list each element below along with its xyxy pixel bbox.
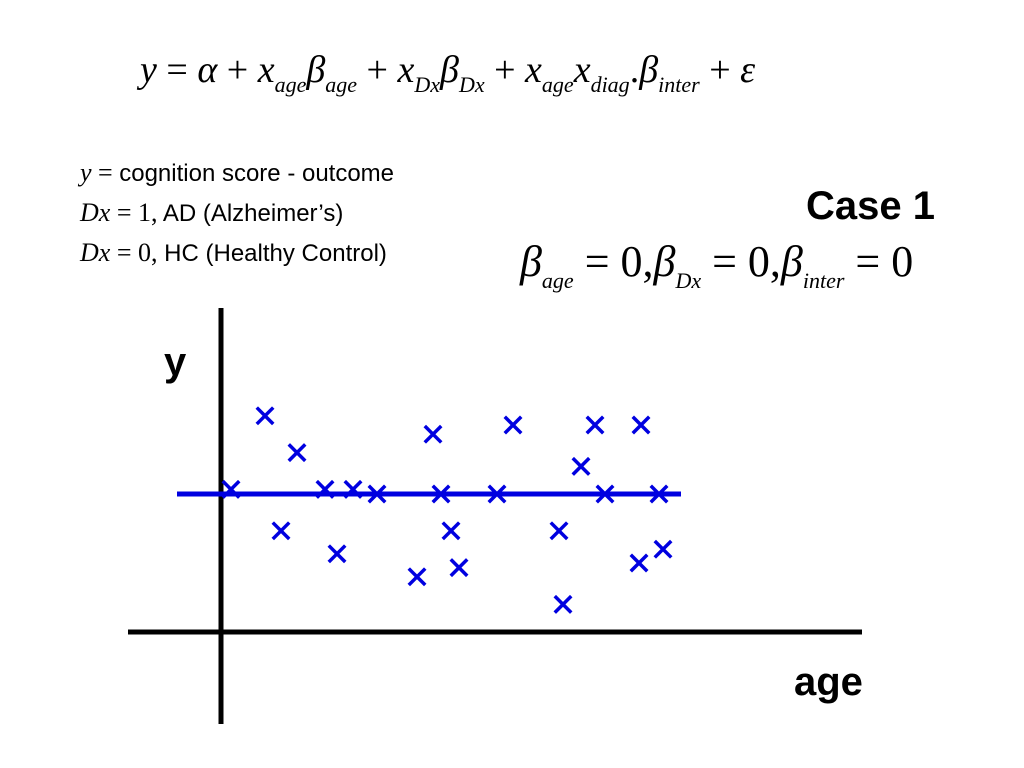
data-point: [503, 415, 523, 435]
data-point: [553, 594, 573, 614]
beta-symbol: β: [653, 237, 676, 286]
eq-sub: Dx: [414, 72, 441, 97]
data-point: [431, 484, 451, 504]
eq-x: x: [573, 49, 591, 91]
beta-symbol: β: [780, 237, 803, 286]
data-point: [441, 521, 461, 541]
data-point: [343, 479, 363, 499]
definition-symbol-text: Dx: [80, 238, 111, 267]
data-point: [629, 553, 649, 573]
data-point: [423, 424, 443, 444]
definition-dx-ad: Dx = 1, AD (Alzheimer’s): [80, 198, 343, 228]
data-point: [271, 521, 291, 541]
data-point: [327, 544, 347, 564]
eq-sub: inter: [658, 72, 700, 97]
eq-sub: age: [541, 72, 574, 97]
definition-symbol-text: y: [80, 158, 92, 187]
data-point: [449, 558, 469, 578]
beta-symbol: β: [520, 237, 542, 286]
definition-text: cognition score - outcome: [119, 160, 395, 187]
eq-x: x: [397, 49, 415, 91]
eq-alpha: α: [197, 49, 218, 91]
data-point: [571, 456, 591, 476]
definition-equals: = 0,: [110, 238, 158, 267]
eq-sub: diag: [590, 72, 630, 97]
definition-symbol: Dx = 0,: [80, 238, 158, 267]
eq-y: y: [140, 49, 157, 91]
definition-equals: =: [91, 158, 120, 187]
data-point: [367, 484, 387, 504]
data-point: [287, 443, 307, 463]
eq-dot: .: [629, 49, 640, 91]
data-point: [221, 479, 241, 499]
data-point: [653, 539, 673, 559]
data-point: [315, 479, 335, 499]
data-point: [255, 406, 275, 426]
eq-epsilon: ε: [740, 49, 756, 91]
eq-sub: age: [325, 72, 358, 97]
beta-sub: inter: [802, 268, 845, 293]
definition-equals: = 1,: [110, 198, 158, 227]
beta-value: = 0,: [701, 237, 781, 286]
eq-plus: +: [357, 49, 398, 91]
eq-beta: β: [639, 49, 659, 91]
data-point: [631, 415, 651, 435]
definition-dx-hc: Dx = 0, HC (Healthy Control): [80, 238, 387, 268]
data-point: [595, 484, 615, 504]
eq-beta: β: [306, 49, 326, 91]
definition-symbol-text: Dx: [80, 198, 111, 227]
data-point: [649, 484, 669, 504]
eq-equals: =: [156, 49, 198, 91]
beta-sub: age: [541, 268, 574, 293]
eq-beta: β: [440, 49, 459, 91]
definition-symbol: y =: [80, 158, 119, 187]
data-point: [407, 567, 427, 587]
eq-plus: +: [484, 49, 526, 91]
eq-sub: Dx: [458, 72, 485, 97]
definition-y: y = cognition score - outcome: [80, 158, 394, 188]
eq-x: x: [525, 49, 542, 91]
beta-value: = 0: [844, 237, 914, 286]
eq-plus: +: [217, 49, 258, 91]
y-axis-label: y: [164, 340, 187, 384]
x-axis-label: age: [794, 660, 863, 704]
definition-symbol: Dx = 1,: [80, 198, 158, 227]
data-point: [585, 415, 605, 435]
beta-constraints: βage = 0,βDx = 0,βinter = 0: [520, 236, 914, 292]
case-title: Case 1: [806, 184, 935, 228]
eq-sub: age: [274, 72, 307, 97]
model-equation: y = α + xageβage + xDxβDx + xagexdiag.βi…: [140, 48, 756, 96]
eq-plus: +: [699, 49, 741, 91]
eq-x: x: [257, 49, 275, 91]
data-point: [487, 484, 507, 504]
definition-text: HC (Healthy Control): [157, 240, 387, 267]
data-point: [549, 521, 569, 541]
beta-value: = 0,: [573, 237, 654, 286]
beta-sub: Dx: [675, 268, 702, 293]
definition-text: AD (Alzheimer’s): [157, 200, 344, 227]
